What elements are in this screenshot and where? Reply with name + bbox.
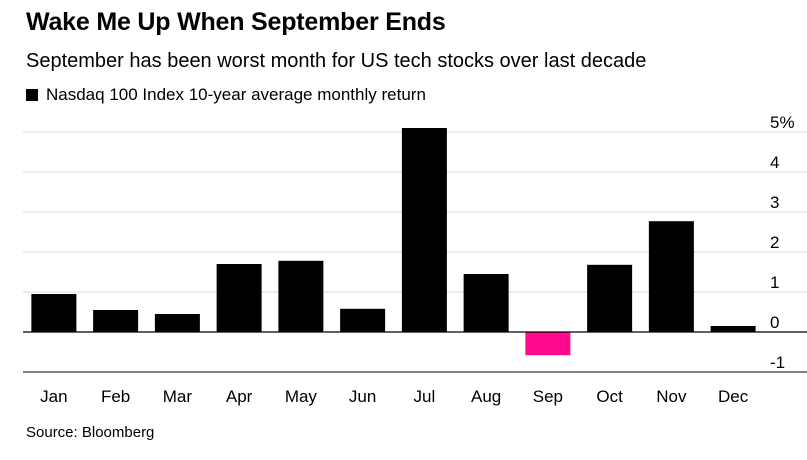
x-tick-label: Apr: [226, 387, 253, 406]
x-tick-label: Sep: [533, 387, 563, 406]
y-tick-label: 3: [770, 193, 779, 212]
bar-jan: [31, 294, 77, 332]
legend-swatch: [26, 89, 38, 101]
bar-may: [278, 260, 324, 332]
x-tick-label: Oct: [596, 387, 623, 406]
y-tick-label: 0: [770, 313, 779, 332]
x-tick-label: Aug: [471, 387, 501, 406]
chart-subtitle: September has been worst month for US te…: [26, 50, 647, 72]
y-tick-label: 2: [770, 233, 779, 252]
x-tick-label: May: [285, 387, 318, 406]
legend: Nasdaq 100 Index 10-year average monthly…: [26, 84, 426, 106]
legend-label: Nasdaq 100 Index 10-year average monthly…: [46, 85, 426, 104]
bar-oct: [587, 264, 633, 332]
y-tick-label: -1: [770, 353, 785, 372]
bar-dec: [710, 326, 756, 332]
bar-feb: [93, 310, 139, 332]
bar-aug: [463, 274, 509, 332]
x-tick-label: Nov: [656, 387, 687, 406]
x-tick-label: Mar: [163, 387, 193, 406]
bar-sep: [525, 332, 571, 356]
bar-mar: [154, 314, 200, 332]
bar-jul: [401, 128, 447, 332]
x-tick-label: Jan: [40, 387, 67, 406]
x-tick-label: Dec: [718, 387, 749, 406]
bar-apr: [216, 264, 262, 332]
bar-nov: [648, 221, 694, 332]
y-tick-label: 1: [770, 273, 779, 292]
bar-jun: [340, 308, 386, 332]
x-tick-label: Jun: [349, 387, 376, 406]
x-tick-label: Feb: [101, 387, 130, 406]
x-tick-label: Jul: [414, 387, 436, 406]
y-tick-label: 5%: [770, 113, 795, 132]
chart-title: Wake Me Up When September Ends: [26, 8, 446, 36]
source-note: Source: Bloomberg: [26, 424, 155, 441]
y-tick-label: 4: [770, 153, 779, 172]
